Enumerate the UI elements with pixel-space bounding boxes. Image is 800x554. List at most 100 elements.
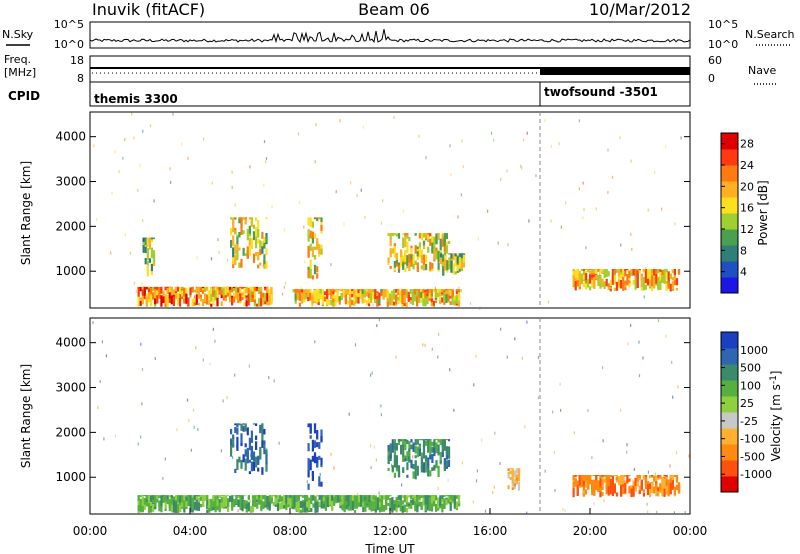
echo-cell [638,485,641,494]
echo-speck [393,116,395,119]
echo-cell [445,460,448,467]
echo-cell [457,292,461,301]
echo-speck [330,452,332,456]
echo-cell [416,465,419,476]
echo-region [230,423,268,475]
echo-cell [139,300,142,306]
echo-speck [283,228,285,232]
echo-cell [433,439,436,441]
echo-speck [176,428,178,432]
echo-cell [613,475,616,476]
echo-cell [263,237,266,243]
echo-cell [663,276,666,283]
echo-cell [400,257,403,267]
echo-cell [232,247,235,259]
echo-cell [255,441,258,450]
echo-cell [597,480,600,488]
echo-speck [507,243,509,247]
echo-speck [595,207,597,211]
echo-cell [276,499,280,512]
echo-cell [391,501,394,509]
echo-cell [255,303,259,307]
echo-cell [607,486,610,496]
cpid-segment-2: twofsound -3501 [544,85,658,99]
echo-speck [141,402,143,406]
echo-cell [414,505,417,512]
echo-cell [378,498,382,502]
noise-panel: N.Sky 10^5 10^0 10^5 10^0 N.Search [2,18,795,51]
echo-cell [439,452,442,465]
echo-cell [418,501,421,507]
colorbar-swatch [721,245,738,262]
echo-cell [595,475,598,481]
echo-cell [156,295,159,304]
echo-speck [249,165,251,169]
echo-cell [152,255,156,262]
echo-cell [319,289,322,294]
echo-cell [437,439,440,443]
echo-cell [613,269,616,274]
echo-speck [218,250,220,254]
echo-cell [351,289,354,292]
echo-cell [187,497,190,506]
echo-cell [353,289,356,299]
echo-region [137,286,273,307]
echo-cell [342,289,345,298]
echo-cell [232,235,235,246]
echo-cell [353,296,356,305]
echo-cell [393,267,396,272]
echo-cell [191,298,194,307]
echo-cell [655,475,658,485]
echo-cell [234,468,237,473]
echo-cell [238,456,241,463]
echo-cell [177,286,180,292]
echo-cell [293,495,296,508]
echo-cell [651,484,654,494]
echo-speck [364,215,366,219]
echo-cell [179,294,182,307]
echo-cell [289,495,292,508]
echo-speck [214,339,216,343]
echo-cell [420,260,423,264]
echo-cell [437,262,440,270]
echo-cell [418,439,421,441]
echo-cell [367,295,371,306]
echo-cell [437,444,440,450]
echo-cell [232,217,235,226]
echo-cell [611,269,614,272]
time-tick-label: 00:00 [673,524,708,538]
echo-cell [444,253,447,260]
echo-cell [410,248,413,255]
echo-cell [212,495,215,502]
echo-cell [316,238,319,250]
echo-cell [445,495,448,497]
echo-cell [413,289,417,295]
echo-cell [420,439,423,441]
echo-speck [497,241,499,245]
echo-cell [447,439,451,442]
echo-speck [479,306,481,310]
echo-cell [349,495,352,504]
echo-cell [420,255,423,261]
echo-speck [443,237,445,241]
echo-cell [576,484,579,496]
echo-cell [220,301,223,306]
echo-cell [299,495,302,497]
echo-cell [387,503,390,506]
echo-cell [605,269,608,278]
echo-cell [337,495,340,503]
echo-cell [206,499,209,510]
echo-cell [251,495,255,500]
echo-speck [654,472,656,476]
echo-speck [447,478,449,482]
echo-speck [372,303,374,307]
echo-cell [388,299,391,304]
echo-cell [572,481,575,489]
echo-cell [310,495,313,505]
echo-cell [313,455,317,462]
echo-cell [150,247,153,253]
echo-speck [473,383,475,387]
